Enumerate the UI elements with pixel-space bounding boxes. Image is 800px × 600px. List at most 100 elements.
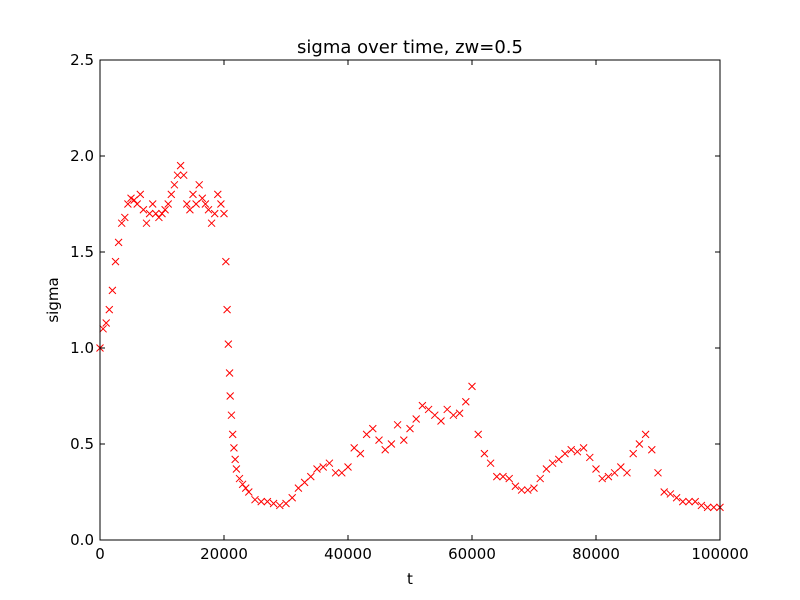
data-point: [647, 445, 656, 454]
data-point: [241, 484, 250, 493]
data-point: [117, 219, 126, 228]
data-point: [170, 180, 179, 189]
data-point: [443, 405, 452, 414]
data-point: [356, 449, 365, 458]
data-point: [225, 369, 234, 377]
data-point: [145, 209, 154, 218]
data-point: [455, 409, 464, 418]
data-point: [381, 445, 390, 454]
data-point: [222, 257, 230, 266]
data-point: [204, 205, 213, 214]
data-point: [213, 190, 222, 199]
data-point: [244, 488, 253, 496]
data-point: [418, 401, 427, 410]
data-point: [227, 411, 236, 420]
data-point: [275, 501, 284, 510]
data-point: [387, 440, 396, 448]
data-point: [148, 200, 157, 208]
data-point: [161, 205, 169, 214]
data-point: [499, 472, 507, 481]
data-point: [635, 440, 644, 448]
data-point: [548, 459, 557, 468]
data-point: [210, 209, 219, 218]
data-point: [368, 424, 377, 433]
data-point: [672, 493, 681, 502]
data-point: [554, 455, 563, 464]
data-point: [641, 430, 650, 439]
data-point: [230, 443, 238, 452]
data-point: [198, 194, 207, 203]
data-point: [158, 209, 166, 218]
data-point: [542, 465, 551, 473]
x-tick-label: 40000: [324, 545, 372, 563]
y-tick-label: 2.5: [70, 51, 94, 69]
data-point: [623, 468, 631, 477]
data-point: [678, 497, 687, 506]
data-point: [300, 478, 309, 487]
data-point: [235, 474, 244, 483]
data-point: [616, 463, 625, 471]
data-point: [189, 190, 197, 199]
data-point: [120, 213, 129, 222]
data-point: [124, 200, 132, 208]
data-point: [179, 171, 188, 180]
data-point: [220, 209, 228, 218]
data-point: [231, 455, 240, 464]
data-point: [629, 449, 638, 458]
data-point: [167, 190, 176, 199]
data-point: [685, 497, 693, 506]
data-point: [691, 497, 700, 506]
data-point: [592, 465, 600, 473]
data-point: [449, 411, 458, 420]
data-point: [362, 430, 371, 439]
plot-frame: [99, 59, 721, 541]
data-point: [579, 443, 588, 452]
data-point: [567, 445, 576, 454]
data-point: [99, 324, 107, 333]
data-point: [430, 411, 439, 420]
data-point: [461, 397, 470, 406]
x-tick-label: 100000: [691, 545, 748, 563]
data-point: [176, 161, 185, 170]
data-point: [530, 484, 538, 493]
data-point: [105, 305, 114, 314]
data-point: [155, 213, 163, 222]
data-point: [108, 286, 117, 295]
data-point: [585, 453, 594, 462]
data-point: [133, 200, 142, 208]
data-point: [598, 474, 607, 483]
data-point: [164, 200, 173, 208]
data-point: [480, 449, 489, 458]
data-point: [226, 392, 235, 400]
data-point: [573, 447, 582, 456]
data-point: [344, 463, 352, 471]
data-point: [505, 474, 514, 483]
data-point: [142, 219, 151, 228]
y-tick-label: 1.5: [70, 243, 94, 261]
data-point: [223, 305, 231, 314]
data-point: [136, 190, 145, 199]
data-point: [173, 171, 182, 180]
data-point: [325, 459, 334, 468]
data-point: [224, 340, 233, 349]
data-point: [709, 503, 718, 512]
data-point: [130, 196, 138, 205]
data-point: [492, 472, 501, 481]
data-point: [217, 200, 225, 208]
data-point: [207, 219, 216, 228]
y-axis: 0.0 0.5 1.0 1.5 2.0 2.5: [70, 51, 720, 549]
data-point: [654, 468, 662, 477]
data-point: [195, 180, 204, 189]
data-point: [486, 459, 495, 468]
data-point: [536, 474, 545, 483]
data-point: [660, 488, 669, 496]
data-point: [186, 205, 194, 214]
data-point: [474, 430, 483, 439]
data-point: [406, 424, 414, 433]
data-point: [319, 463, 328, 471]
data-point: [294, 484, 303, 493]
data-point: [288, 493, 297, 502]
data-point: [251, 495, 259, 504]
x-tick-label: 20000: [200, 545, 248, 563]
